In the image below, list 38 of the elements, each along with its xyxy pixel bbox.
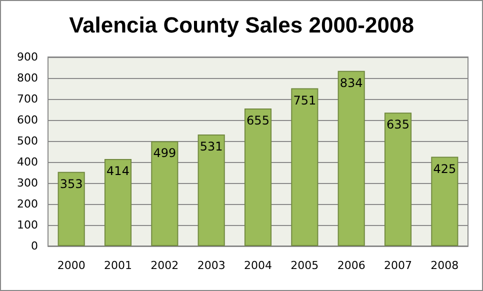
data-label: 425 <box>433 162 456 176</box>
y-tick-label: 300 <box>17 176 38 190</box>
x-tick-label: 2002 <box>150 259 179 272</box>
y-tick-label: 200 <box>17 198 38 210</box>
x-tick-label: 2005 <box>290 259 319 272</box>
y-tick-label: 600 <box>17 114 38 126</box>
bar <box>104 159 132 246</box>
data-label: 414 <box>106 164 130 178</box>
data-label: 751 <box>293 93 316 108</box>
y-tick-label: 400 <box>17 156 38 168</box>
data-label: 531 <box>200 139 223 154</box>
y-tick-label: 500 <box>17 134 38 148</box>
x-tick-label: 2004 <box>244 259 272 272</box>
bar <box>151 141 178 246</box>
bar <box>338 70 365 246</box>
data-label: 499 <box>153 146 176 160</box>
data-label: 635 <box>386 118 410 132</box>
x-tick-label: 2003 <box>197 259 226 272</box>
x-tick-label: 2001 <box>104 259 132 272</box>
y-tick-label: 700 <box>17 92 38 106</box>
y-tick-label: 800 <box>17 72 38 84</box>
x-tick-label: 2007 <box>384 259 412 272</box>
chart-title: Valencia County Sales 2000-2008 <box>69 12 414 38</box>
bar <box>244 108 272 246</box>
x-tick-label: 2006 <box>337 259 366 272</box>
y-tick-label: 900 <box>17 50 38 64</box>
y-tick-label: 100 <box>17 218 38 232</box>
bar <box>58 172 85 246</box>
bar <box>384 112 412 246</box>
data-label: 655 <box>246 113 270 128</box>
bar <box>431 156 458 246</box>
bar <box>291 88 318 246</box>
data-label: 834 <box>340 76 363 90</box>
y-tick-label: 0 <box>31 240 38 252</box>
bar <box>198 134 225 246</box>
x-tick-label: 2000 <box>57 259 86 272</box>
data-label: 353 <box>60 176 83 191</box>
x-tick-label: 2008 <box>430 259 459 272</box>
